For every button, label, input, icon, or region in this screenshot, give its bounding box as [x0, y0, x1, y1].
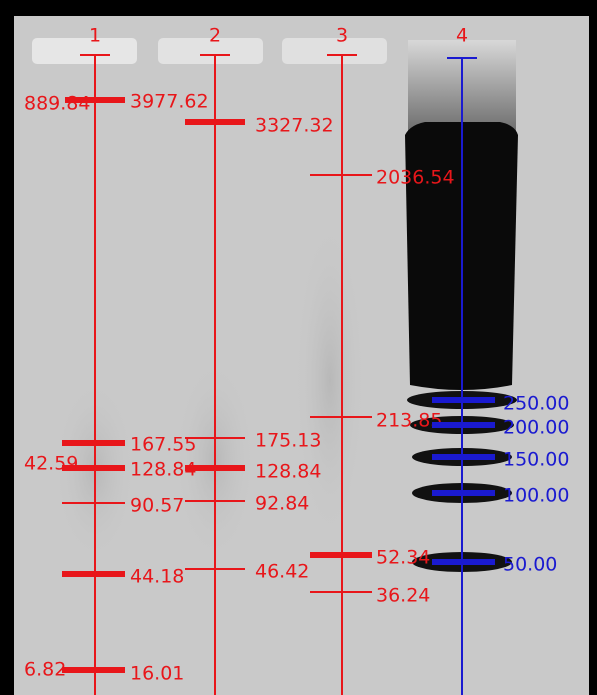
band-label: 90.57 — [130, 495, 184, 517]
band-label: 250.00 — [503, 393, 569, 415]
lane-label: 4 — [456, 25, 468, 47]
lane-label: 3 — [336, 25, 348, 47]
band-label: 100.00 — [503, 485, 569, 507]
well — [32, 38, 137, 64]
band-label: 92.84 — [255, 493, 309, 515]
band-label: 213.85 — [376, 410, 442, 432]
band-label: 128.84 — [255, 461, 321, 483]
band-label: 46.42 — [255, 561, 309, 583]
well — [282, 38, 387, 64]
band-label: 50.00 — [503, 554, 557, 576]
band-side-label: 6.82 — [24, 659, 66, 681]
band-label: 150.00 — [503, 449, 569, 471]
lane-label: 1 — [89, 25, 101, 47]
band-label: 52.34 — [376, 547, 430, 569]
band-label: 167.55 — [130, 434, 196, 456]
band-label: 44.18 — [130, 566, 184, 588]
band-label: 16.01 — [130, 663, 184, 685]
band-label: 3977.62 — [130, 91, 209, 113]
band-label: 200.00 — [503, 417, 569, 439]
band-side-label: 42.59 — [24, 453, 78, 475]
lane-label: 2 — [209, 25, 221, 47]
band-label: 175.13 — [255, 430, 321, 452]
gel-image: 1 2 3 4 3977.62 889.84 167.55 128.84 42.… — [0, 0, 597, 695]
band-label: 2036.54 — [376, 167, 455, 189]
band-label: 36.24 — [376, 585, 430, 607]
band-label: 3327.32 — [255, 115, 334, 137]
band-side-label: 889.84 — [24, 93, 90, 115]
